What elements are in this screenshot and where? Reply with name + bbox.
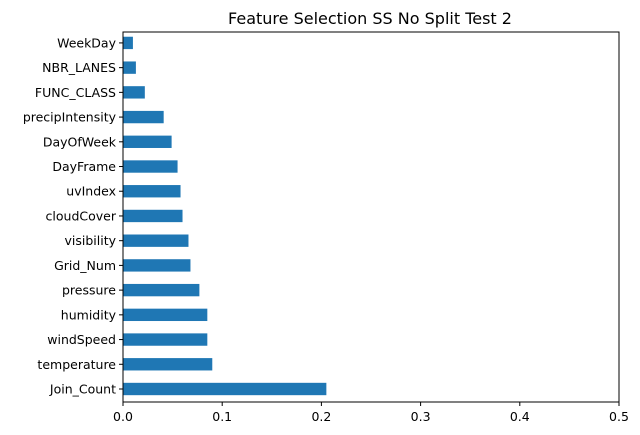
x-axis-ticks: 0.0 0.1 0.2 0.3 0.4 0.5 <box>113 402 629 424</box>
plot-frame <box>122 31 620 403</box>
bar-precipIntensity <box>123 110 164 124</box>
x-tick-label: 0.3 <box>411 409 431 424</box>
y-tick-label: visibility <box>64 233 116 248</box>
y-tick-label: FUNC_CLASS <box>35 85 116 100</box>
y-axis-ticks: Join_Count temperature windSpeed humidity pr… <box>23 35 123 397</box>
bar-humidity <box>123 308 208 322</box>
y-tick-label: NBR_LANES <box>42 60 116 75</box>
y-tick-label: Grid_Num <box>54 258 116 273</box>
y-tick-label: temperature <box>37 357 116 372</box>
x-tick-label: 0.5 <box>609 409 629 424</box>
bar-FUNC_CLASS <box>123 86 145 99</box>
y-tick-label: humidity <box>61 307 117 322</box>
bar-visibility <box>123 234 189 247</box>
y-tick-label: windSpeed <box>47 332 116 347</box>
y-tick-label: pressure <box>62 283 116 298</box>
bars-group <box>123 36 327 396</box>
bar-Join_Count <box>123 382 327 396</box>
bar-uvIndex <box>123 185 181 198</box>
x-tick-label: 0.2 <box>311 409 331 424</box>
y-tick-label: precipIntensity <box>23 110 117 125</box>
y-tick-label: uvIndex <box>66 184 116 199</box>
bar-DayFrame <box>123 160 178 173</box>
bar-WeekDay <box>123 36 133 50</box>
bar-DayOfWeek <box>123 135 172 148</box>
bar-Grid_Num <box>123 259 191 272</box>
x-tick-label: 0.4 <box>510 409 530 424</box>
y-tick-label: DayOfWeek <box>43 134 117 149</box>
x-tick-label: 0.1 <box>212 409 232 424</box>
y-tick-label: WeekDay <box>57 35 117 50</box>
y-tick-label: cloudCover <box>46 208 117 223</box>
bar-temperature <box>123 358 213 371</box>
x-tick-label: 0.0 <box>113 409 133 424</box>
bar-pressure <box>123 283 200 297</box>
bar-cloudCover <box>123 209 183 223</box>
bar-windSpeed <box>123 333 208 346</box>
chart-title: Feature Selection SS No Split Test 2 <box>228 9 512 28</box>
y-tick-label: Join_Count <box>49 382 116 397</box>
y-tick-label: DayFrame <box>52 159 116 174</box>
bar-NBR_LANES <box>123 61 136 74</box>
